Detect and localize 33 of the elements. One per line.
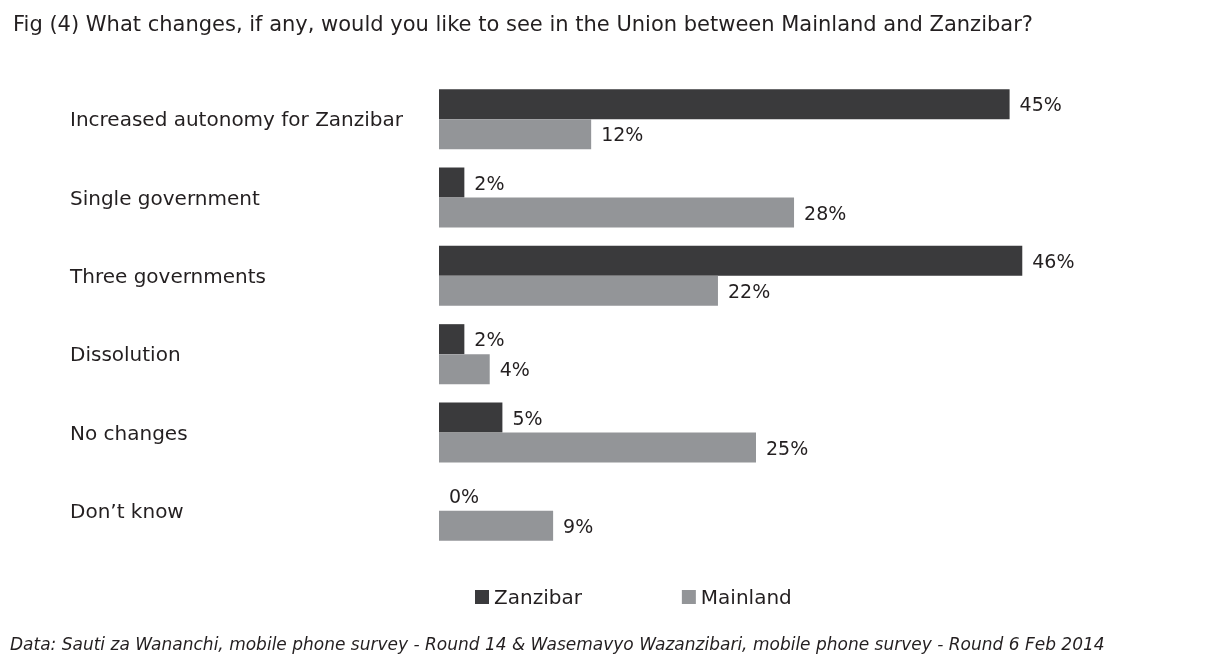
bar (439, 245, 1023, 276)
text: Data: Sauti za Wananchi, mobile phone survey - Round 14 & Wasemavyo Wazanzibari, mobile phone survey - Round 6 Feb 2014 (10, 633, 1105, 654)
bar (439, 167, 465, 198)
y-tick-label: Dissolution (70, 342, 181, 367)
y-tick-label: Three governments (69, 263, 266, 288)
data-label: 2% (474, 328, 505, 351)
bar (439, 402, 503, 433)
data-label: 5% (512, 406, 543, 429)
data-label: 9% (563, 514, 594, 537)
bar (439, 510, 554, 541)
data-label: 4% (499, 358, 530, 381)
bar (439, 89, 1010, 120)
data-label: 25% (766, 436, 809, 459)
bar (439, 119, 592, 150)
data-label: 28% (804, 201, 847, 224)
data-label: 2% (474, 171, 505, 194)
chart-title: Fig (4) What changes, if any, would you like to see in the Union between Mainland and Zanzibar? (13, 11, 1033, 36)
data-label: 22% (727, 279, 771, 302)
bar (439, 354, 490, 385)
bar (439, 197, 795, 228)
bar (439, 324, 465, 355)
y-tick-label: No changes (70, 420, 188, 445)
legend-label: Mainland (700, 585, 792, 609)
legend-label: Zanzibar (494, 585, 583, 609)
bar (439, 432, 756, 463)
y-tick-label: Increased autonomy for Zanzibar (70, 107, 404, 132)
data-label: 45% (1019, 93, 1062, 116)
y-tick-label: Don’t know (70, 498, 184, 523)
data-label: 46% (1032, 249, 1075, 272)
bar (439, 275, 718, 306)
data-label: 12% (601, 123, 644, 146)
y-tick-label: Single government (70, 185, 260, 210)
data-label: 0% (449, 484, 480, 507)
